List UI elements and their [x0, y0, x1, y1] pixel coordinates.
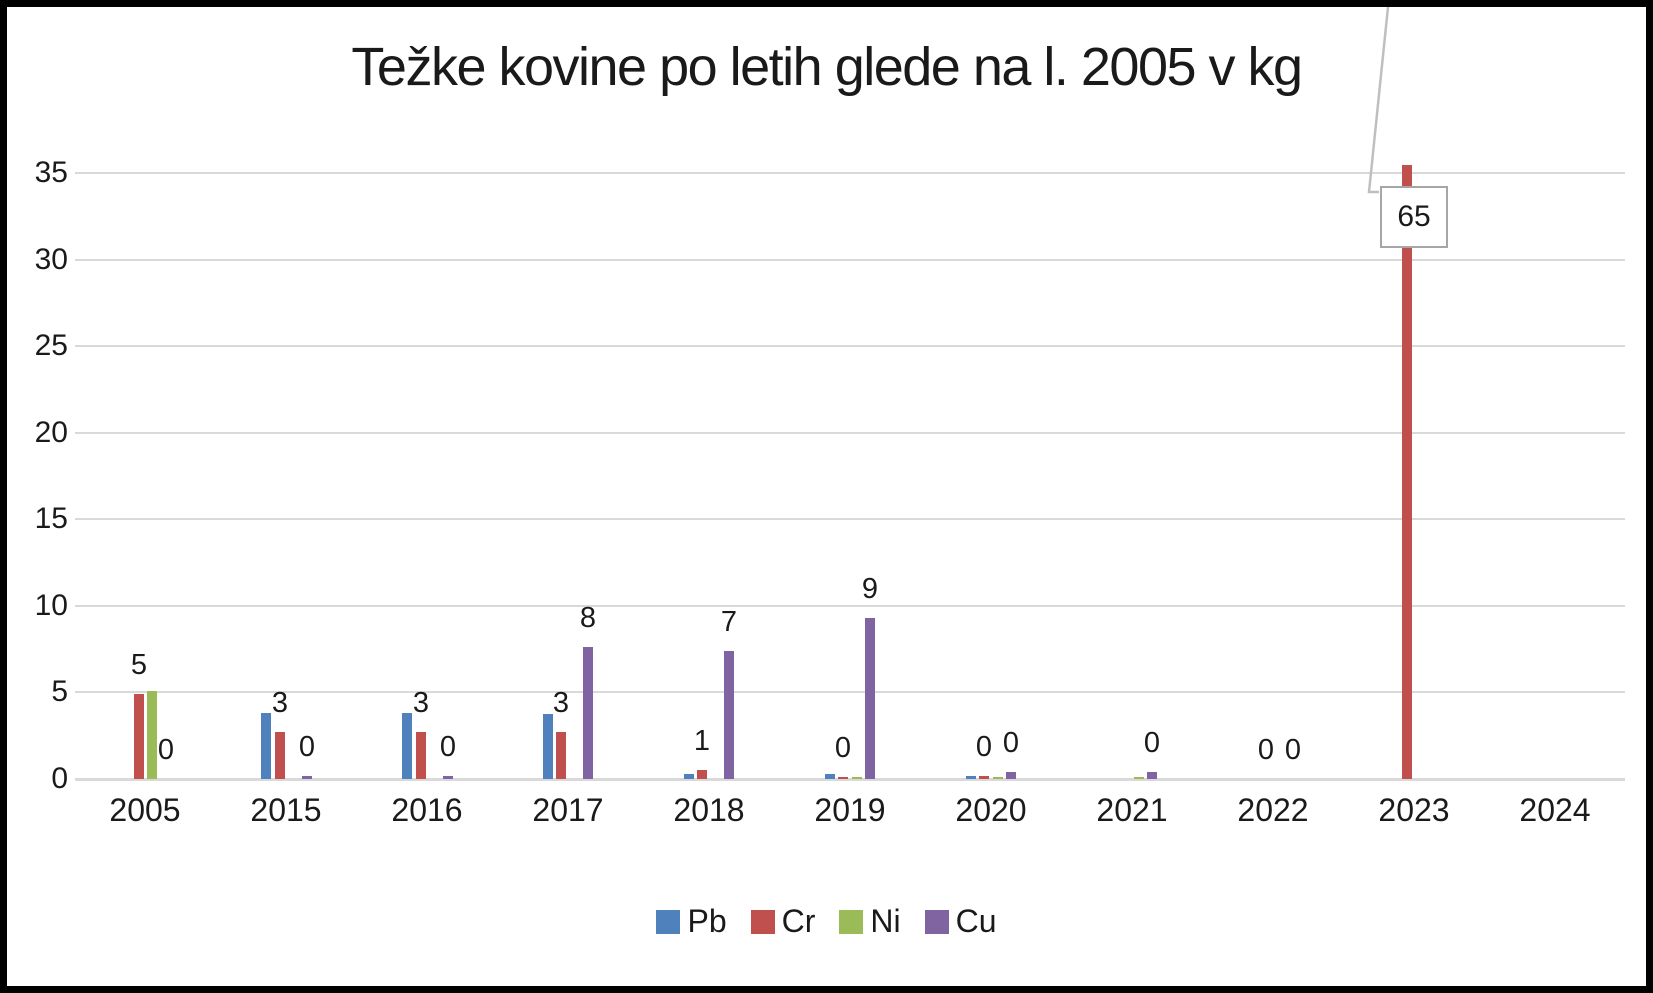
callout-box: 65	[1380, 186, 1448, 248]
gridline	[75, 605, 1625, 607]
gridline	[75, 345, 1625, 347]
legend-swatch-ni	[839, 909, 864, 934]
legend-swatch-pb	[656, 909, 681, 934]
bar-cr-2005	[134, 694, 144, 779]
x-axis-label-2020: 2020	[955, 792, 1027, 828]
bar-cr-2023	[1402, 165, 1412, 779]
x-axis-label-2017: 2017	[532, 792, 604, 828]
legend-item-ni: Ni	[839, 903, 901, 940]
bar-ni-2021	[1134, 777, 1144, 779]
x-axis-label-2019: 2019	[814, 792, 886, 828]
bar-pb-2015	[261, 713, 271, 779]
bar-ni-2019	[852, 777, 862, 779]
legend-swatch-cu	[924, 909, 949, 934]
label-cr-2017: 3	[552, 687, 570, 719]
label-cu-2022: 0	[1284, 734, 1302, 766]
bar-pb-2020	[966, 776, 976, 779]
bar-cr-2017	[556, 732, 566, 779]
bar-cr-2018	[697, 770, 707, 779]
label-cr-2005: 5	[130, 649, 148, 681]
y-axis-tick-label: 10	[34, 589, 68, 622]
legend-item-cr: Cr	[750, 903, 816, 940]
label-cu-2021: 0	[1143, 727, 1161, 759]
legend-item-cu: Cu	[924, 903, 997, 940]
gridline	[75, 432, 1625, 434]
bar-cu-2017	[583, 647, 593, 779]
bar-pb-2019	[825, 774, 835, 779]
y-axis-tick-label: 0	[51, 762, 68, 795]
bar-cu-2020	[1006, 772, 1016, 779]
label-cu-2019: 9	[861, 573, 879, 605]
legend-item-pb: Pb	[656, 903, 727, 940]
y-axis-tick-label: 15	[34, 502, 68, 535]
x-axis-label-2018: 2018	[673, 792, 745, 828]
x-axis-label-2022: 2022	[1237, 792, 1309, 828]
label-cu-2020: 0	[1002, 727, 1020, 759]
label-cr-2016: 3	[412, 687, 430, 719]
gridline	[75, 778, 1625, 781]
bar-cu-2018	[724, 651, 734, 779]
x-axis-label-2015: 2015	[250, 792, 322, 828]
chart-title: Težke kovine po letih glede na l. 2005 v…	[351, 37, 1303, 97]
y-axis-tick-label: 5	[51, 675, 68, 708]
gridline	[75, 518, 1625, 520]
label-cr-2019: 0	[834, 732, 852, 764]
callout-value: 65	[1397, 200, 1431, 233]
bar-pb-2018	[684, 774, 694, 779]
x-axis-label-2016: 2016	[391, 792, 463, 828]
bar-cr-2015	[275, 732, 285, 779]
bar-cr-2016	[416, 732, 426, 779]
x-axis-label-2021: 2021	[1096, 792, 1168, 828]
bar-cu-2016	[443, 776, 453, 779]
label-cu-2016: 0	[439, 731, 457, 763]
bar-cu-2019	[865, 618, 875, 779]
legend-label-ni: Ni	[870, 903, 901, 939]
bar-cu-2015	[302, 776, 312, 779]
bar-cr-2019	[838, 777, 848, 779]
label-cu-2015: 0	[298, 731, 316, 763]
x-axis-label-2023: 2023	[1378, 792, 1450, 828]
label-cr-2020: 0	[975, 731, 993, 763]
y-axis-tick-label: 35	[34, 156, 68, 189]
label-cr-2015: 3	[271, 687, 289, 719]
bar-cu-2021	[1147, 772, 1157, 779]
x-axis-label-2005: 2005	[109, 792, 181, 828]
gridline	[75, 172, 1625, 174]
legend-label-pb: Pb	[687, 903, 727, 939]
bar-ni-2005	[147, 691, 157, 779]
label-cu-2005: 0	[157, 734, 175, 766]
label-cr-2022: 0	[1257, 734, 1275, 766]
y-axis-tick-label: 25	[34, 329, 68, 362]
legend: Pb Cr Ni Cu	[0, 903, 1653, 940]
bar-cr-2020	[979, 776, 989, 779]
gridline	[75, 691, 1625, 693]
legend-swatch-cr	[750, 909, 775, 934]
bar-pb-2016	[402, 713, 412, 779]
gridline	[75, 259, 1625, 261]
legend-label-cu: Cu	[955, 903, 997, 939]
bar-ni-2020	[993, 777, 1003, 779]
bar-pb-2017	[543, 714, 553, 779]
label-cr-2018: 1	[693, 725, 711, 757]
y-axis-tick-label: 20	[34, 416, 68, 449]
legend-label-cr: Cr	[781, 903, 816, 939]
x-axis-label-2024: 2024	[1519, 792, 1591, 828]
label-cu-2018: 7	[720, 606, 738, 638]
label-cu-2017: 8	[579, 602, 597, 634]
y-axis-tick-label: 30	[34, 243, 68, 276]
